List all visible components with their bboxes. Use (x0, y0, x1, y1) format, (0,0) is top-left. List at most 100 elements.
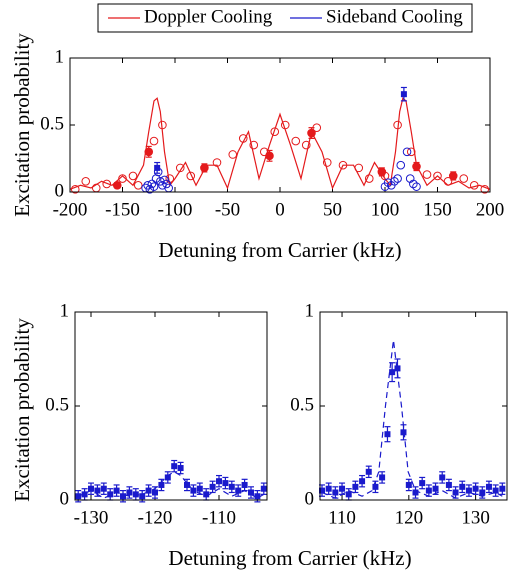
point (88, 485, 94, 492)
y-tick-label: 1 (305, 300, 315, 321)
point (280, 120, 290, 130)
x-tick-label: 130 (461, 507, 490, 528)
point (389, 369, 396, 376)
axes-box (69, 57, 491, 193)
point (228, 150, 238, 159)
point (377, 167, 387, 177)
point (160, 175, 169, 185)
point (228, 483, 235, 490)
point (145, 185, 155, 194)
point (325, 485, 332, 492)
point (405, 481, 412, 488)
point (128, 171, 138, 181)
point (270, 127, 280, 136)
point (241, 481, 248, 488)
point (433, 171, 442, 181)
point (133, 181, 143, 190)
point (412, 489, 419, 496)
point (200, 163, 209, 173)
x-tick-label: 110 (328, 507, 356, 528)
x-axis-label: Detuning from Carrier (kHz) (158, 238, 401, 262)
y-tick-label: 1 (60, 300, 70, 321)
x-tick-label: -110 (202, 507, 236, 528)
point (383, 178, 393, 187)
x-tick-label: -200 (53, 199, 88, 220)
x-axis-label: Detuning from Carrier (kHz) (168, 546, 411, 570)
point (113, 487, 120, 494)
point (445, 481, 452, 488)
point (384, 431, 391, 438)
point (359, 478, 366, 485)
point (216, 478, 222, 485)
y-tick-label: 0.5 (290, 394, 314, 415)
point (419, 480, 426, 487)
point (149, 182, 159, 191)
point (81, 176, 91, 186)
legend-label: Doppler Cooling (144, 6, 273, 27)
point (364, 174, 374, 183)
point (209, 483, 216, 490)
point (132, 491, 139, 498)
point (248, 489, 254, 496)
x-tick-label: 100 (371, 199, 400, 220)
point (322, 158, 332, 167)
point (158, 481, 165, 488)
curve (77, 471, 265, 499)
point (372, 483, 379, 490)
point (365, 468, 372, 475)
point (412, 162, 421, 171)
point (354, 163, 364, 173)
point (81, 491, 88, 498)
point (260, 485, 267, 492)
point (154, 164, 161, 171)
point (107, 491, 114, 498)
point (118, 174, 127, 183)
point (400, 429, 407, 436)
point (203, 491, 210, 498)
point (459, 483, 466, 490)
x-tick-label: 0 (275, 199, 285, 220)
point (465, 487, 472, 494)
y-tick-label: 1 (55, 46, 65, 67)
point (75, 493, 82, 500)
point (100, 485, 107, 492)
axes-box (319, 311, 508, 501)
point (338, 160, 348, 170)
point (147, 179, 157, 189)
point (120, 493, 126, 500)
point (70, 185, 80, 194)
point (196, 485, 203, 492)
point (422, 170, 432, 179)
point (339, 485, 346, 492)
point (175, 163, 185, 173)
point (177, 465, 184, 472)
y-tick-label: 0 (305, 488, 315, 509)
point (402, 147, 412, 157)
point (307, 128, 316, 138)
point (158, 120, 167, 130)
x-tick-label: 200 (476, 199, 505, 220)
x-tick-label: -50 (215, 199, 240, 220)
x-tick-label: -120 (138, 507, 173, 528)
point (319, 487, 326, 494)
x-tick-label: -150 (105, 199, 140, 220)
point (400, 91, 407, 98)
point (459, 174, 469, 183)
point (432, 485, 439, 492)
point (149, 136, 159, 146)
point (171, 463, 178, 470)
y-tick-label: 0 (55, 180, 65, 201)
point (479, 489, 486, 496)
point (480, 185, 490, 194)
legend-label: Sideband Cooling (326, 6, 463, 27)
x-tick-label: 150 (423, 199, 452, 220)
y-tick-label: 0.5 (45, 394, 69, 415)
x-tick-label: -100 (158, 199, 193, 220)
point (443, 176, 453, 186)
point (186, 171, 196, 181)
point (469, 181, 479, 190)
point (102, 179, 112, 189)
point (238, 134, 248, 143)
point (190, 487, 197, 494)
point (409, 179, 418, 189)
